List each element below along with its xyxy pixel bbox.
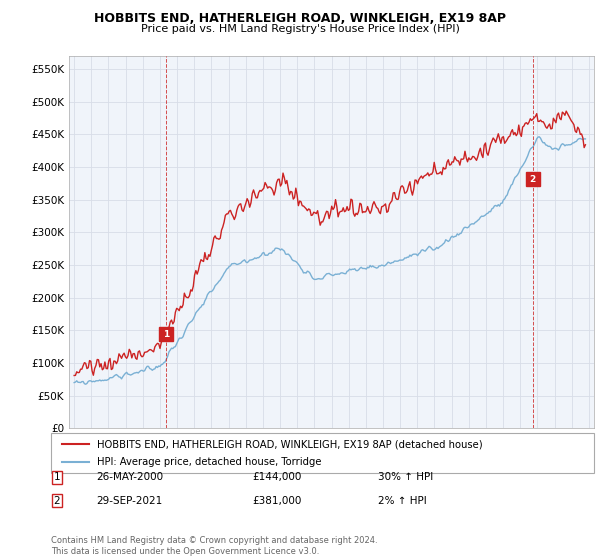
Text: 26-MAY-2000: 26-MAY-2000 — [96, 472, 163, 482]
Text: £381,000: £381,000 — [252, 496, 301, 506]
FancyBboxPatch shape — [51, 433, 594, 473]
Text: 2: 2 — [530, 175, 536, 184]
Text: Contains HM Land Registry data © Crown copyright and database right 2024.
This d: Contains HM Land Registry data © Crown c… — [51, 536, 377, 556]
Text: HOBBITS END, HATHERLEIGH ROAD, WINKLEIGH, EX19 8AP (detached house): HOBBITS END, HATHERLEIGH ROAD, WINKLEIGH… — [97, 439, 483, 449]
Text: 30% ↑ HPI: 30% ↑ HPI — [378, 472, 433, 482]
Text: 1: 1 — [163, 330, 170, 339]
Text: £144,000: £144,000 — [252, 472, 301, 482]
Text: 2: 2 — [53, 496, 61, 506]
Text: 1: 1 — [53, 472, 61, 482]
Text: HPI: Average price, detached house, Torridge: HPI: Average price, detached house, Torr… — [97, 457, 322, 467]
Text: 29-SEP-2021: 29-SEP-2021 — [96, 496, 162, 506]
Text: HOBBITS END, HATHERLEIGH ROAD, WINKLEIGH, EX19 8AP: HOBBITS END, HATHERLEIGH ROAD, WINKLEIGH… — [94, 12, 506, 25]
Text: Price paid vs. HM Land Registry's House Price Index (HPI): Price paid vs. HM Land Registry's House … — [140, 24, 460, 34]
Text: 2% ↑ HPI: 2% ↑ HPI — [378, 496, 427, 506]
